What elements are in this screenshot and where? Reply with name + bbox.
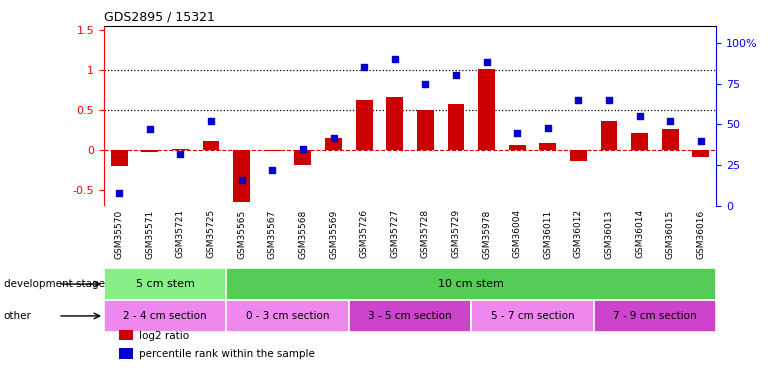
Bar bbox=[104, 268, 226, 300]
Bar bbox=[661, 129, 678, 150]
Bar bbox=[570, 150, 587, 160]
Text: GSM35567: GSM35567 bbox=[268, 209, 276, 259]
Bar bbox=[594, 300, 716, 332]
Point bbox=[695, 138, 707, 144]
Text: 3 - 5 cm section: 3 - 5 cm section bbox=[368, 311, 452, 321]
Text: GSM35565: GSM35565 bbox=[237, 209, 246, 259]
Point bbox=[327, 135, 340, 141]
Point bbox=[266, 167, 279, 173]
Text: GSM35570: GSM35570 bbox=[115, 209, 124, 259]
Bar bbox=[631, 134, 648, 150]
Point bbox=[572, 97, 584, 103]
Text: development stage: development stage bbox=[4, 279, 105, 289]
Point bbox=[174, 151, 186, 157]
Bar bbox=[264, 150, 281, 151]
Bar bbox=[387, 97, 403, 150]
Text: GSM36014: GSM36014 bbox=[635, 209, 644, 258]
Text: GSM35978: GSM35978 bbox=[482, 209, 491, 259]
Text: 10 cm stem: 10 cm stem bbox=[438, 279, 504, 289]
Point bbox=[358, 64, 370, 70]
Bar bbox=[111, 150, 128, 166]
Bar bbox=[478, 69, 495, 150]
Text: GSM36012: GSM36012 bbox=[574, 209, 583, 258]
Text: 2 - 4 cm section: 2 - 4 cm section bbox=[123, 311, 207, 321]
Bar bbox=[294, 150, 311, 165]
Text: GSM35568: GSM35568 bbox=[299, 209, 307, 259]
Bar bbox=[417, 110, 434, 150]
Text: percentile rank within the sample: percentile rank within the sample bbox=[139, 350, 314, 359]
Point bbox=[205, 118, 217, 124]
Bar bbox=[142, 150, 159, 152]
Bar bbox=[509, 146, 526, 150]
Text: GSM35725: GSM35725 bbox=[206, 209, 216, 258]
Bar bbox=[601, 121, 618, 150]
Text: GSM36015: GSM36015 bbox=[666, 209, 675, 259]
Text: GSM35721: GSM35721 bbox=[176, 209, 185, 258]
Text: other: other bbox=[4, 311, 32, 321]
Point bbox=[419, 81, 431, 87]
Point bbox=[296, 146, 309, 152]
Bar bbox=[692, 150, 709, 158]
Text: log2 ratio: log2 ratio bbox=[139, 331, 189, 340]
Bar bbox=[356, 100, 373, 150]
Bar bbox=[233, 150, 250, 202]
Bar bbox=[104, 300, 226, 332]
Text: 5 - 7 cm section: 5 - 7 cm section bbox=[490, 311, 574, 321]
Text: GDS2895 / 15321: GDS2895 / 15321 bbox=[104, 11, 215, 24]
Bar bbox=[203, 141, 219, 150]
Text: GSM36013: GSM36013 bbox=[604, 209, 614, 259]
Point bbox=[389, 56, 401, 62]
Text: GSM35727: GSM35727 bbox=[390, 209, 399, 258]
Text: GSM35726: GSM35726 bbox=[360, 209, 369, 258]
Bar bbox=[172, 148, 189, 150]
Bar bbox=[471, 300, 594, 332]
Text: GSM35728: GSM35728 bbox=[421, 209, 430, 258]
Point bbox=[634, 113, 646, 119]
Text: GSM35571: GSM35571 bbox=[146, 209, 154, 259]
Bar bbox=[447, 104, 464, 150]
Bar bbox=[226, 268, 716, 300]
Point bbox=[144, 126, 156, 132]
Point bbox=[541, 125, 554, 131]
Text: GSM35569: GSM35569 bbox=[329, 209, 338, 259]
Bar bbox=[539, 143, 556, 150]
Text: GSM36004: GSM36004 bbox=[513, 209, 521, 258]
Point bbox=[480, 59, 493, 65]
Text: GSM36011: GSM36011 bbox=[544, 209, 552, 259]
Point bbox=[450, 72, 462, 78]
Bar bbox=[226, 300, 349, 332]
Point bbox=[664, 118, 676, 124]
Point bbox=[511, 130, 524, 136]
Bar bbox=[349, 300, 471, 332]
Bar bbox=[325, 138, 342, 150]
Text: 0 - 3 cm section: 0 - 3 cm section bbox=[246, 311, 330, 321]
Point bbox=[113, 190, 126, 196]
Text: 5 cm stem: 5 cm stem bbox=[136, 279, 195, 289]
Point bbox=[236, 177, 248, 183]
Point bbox=[603, 97, 615, 103]
Text: GSM35729: GSM35729 bbox=[451, 209, 460, 258]
Text: 7 - 9 cm section: 7 - 9 cm section bbox=[613, 311, 697, 321]
Text: GSM36016: GSM36016 bbox=[696, 209, 705, 259]
